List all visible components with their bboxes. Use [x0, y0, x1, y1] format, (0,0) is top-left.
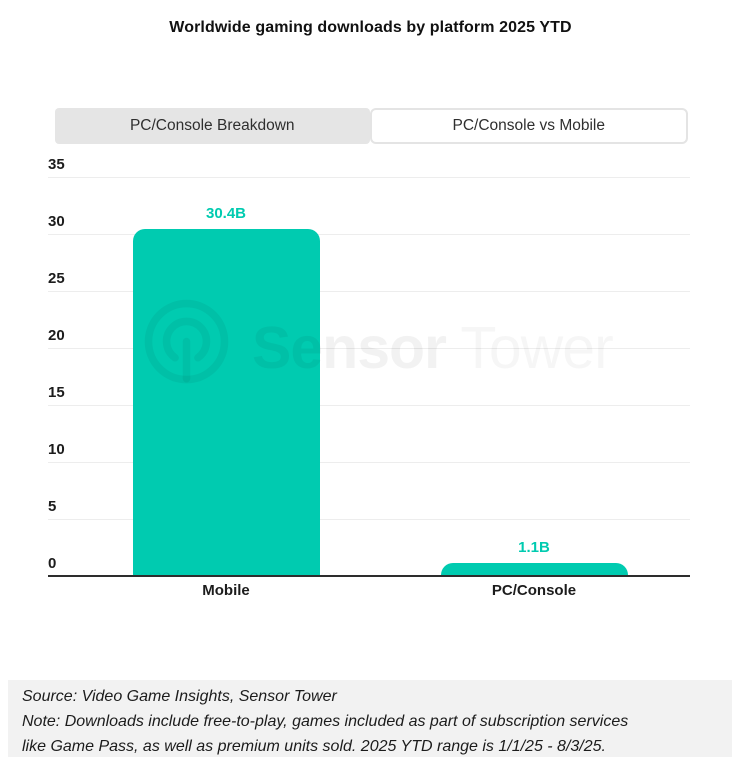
- source-note: Source: Video Game Insights, Sensor Towe…: [8, 680, 732, 757]
- gridline-25: [48, 291, 690, 292]
- gridline-5: [48, 519, 690, 520]
- note-line-2: like Game Pass, as well as premium units…: [22, 738, 606, 755]
- tab-bar: PC/Console Breakdown PC/Console vs Mobil…: [55, 108, 688, 144]
- tab-pc-console-vs-mobile[interactable]: PC/Console vs Mobile: [369, 108, 688, 144]
- gridline-15: [48, 405, 690, 406]
- gridline-20: [48, 348, 690, 349]
- y-axis-tick-15: 15: [48, 384, 65, 401]
- page-title: Worldwide gaming downloads by platform 2…: [169, 19, 572, 36]
- x-axis-line: [48, 575, 690, 577]
- y-axis-tick-25: 25: [48, 270, 65, 287]
- value-label-mobile: 30.4B: [205, 205, 247, 223]
- note-line-1: Note: Downloads include free-to-play, ga…: [22, 713, 629, 730]
- gridline-35: [48, 177, 690, 178]
- gridline-30: [48, 234, 690, 235]
- source-line: Source: Video Game Insights, Sensor Towe…: [22, 688, 337, 705]
- gridline-10: [48, 462, 690, 463]
- tab-pc-console-breakdown[interactable]: PC/Console Breakdown: [55, 108, 370, 144]
- x-axis-label-mobile: Mobile: [202, 582, 250, 599]
- bar-mobile: [132, 229, 320, 576]
- tab-label: PC/Console vs Mobile: [452, 117, 605, 134]
- bar-pc-console: [440, 563, 628, 576]
- tab-label: PC/Console Breakdown: [129, 117, 295, 134]
- y-axis-tick-5: 5: [48, 498, 57, 515]
- y-axis-tick-10: 10: [48, 441, 65, 458]
- y-axis-tick-20: 20: [48, 327, 65, 344]
- y-axis-tick-30: 30: [48, 213, 65, 230]
- value-label-pc-console: 1.1B: [518, 539, 550, 557]
- x-axis-label-pc-console: PC/Console: [491, 582, 577, 599]
- y-axis-tick-0: 0: [48, 555, 57, 572]
- y-axis-tick-35: 35: [48, 156, 65, 173]
